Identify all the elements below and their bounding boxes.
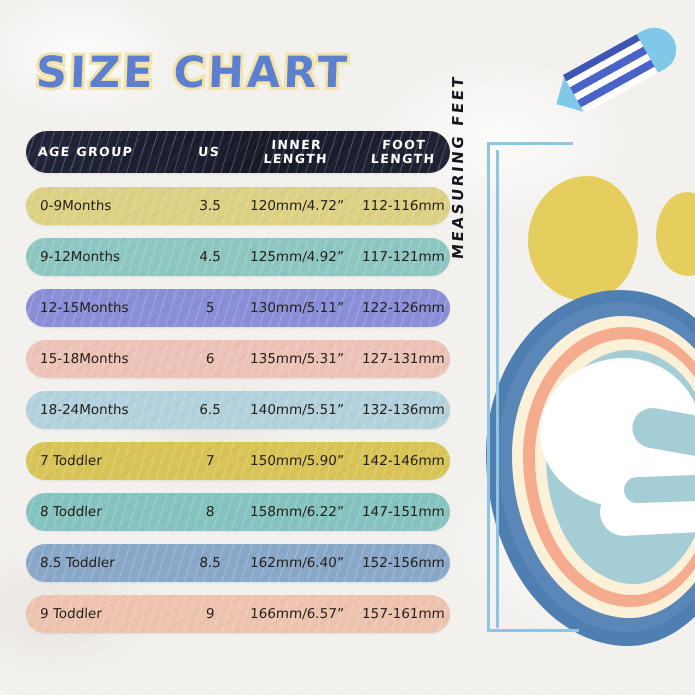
measure-bracket-top-cap — [487, 142, 573, 145]
row-foot-length: 152-156mm — [361, 554, 446, 571]
row-age-group: 9 Toddler — [39, 605, 103, 622]
table-header-row: AGE GROUP US INNER LENGTH FOOT LENGTH — [26, 131, 450, 173]
column-header-us: US — [197, 144, 221, 160]
row-us-size: 5 — [205, 299, 215, 316]
row-age-group: 0-9Months — [39, 197, 112, 214]
table-row: 15-18Months 6 135mm/5.31” 127-131mm — [26, 340, 450, 378]
size-chart-table: AGE GROUP US INNER LENGTH FOOT LENGTH 0-… — [26, 131, 450, 646]
row-us-size: 9 — [205, 605, 215, 622]
row-us-size: 8 — [205, 503, 215, 520]
table-row: 9-12Months 4.5 125mm/4.92” 117-121mm — [26, 238, 450, 276]
toe-blob-small — [683, 218, 695, 278]
row-inner-length: 140mm/5.51” — [249, 401, 345, 418]
row-foot-length: 122-126mm — [361, 299, 446, 316]
measure-bracket-bottom-cap — [487, 629, 579, 632]
row-foot-length: 117-121mm — [361, 248, 446, 265]
row-age-group: 8 Toddler — [39, 503, 103, 520]
row-inner-length: 162mm/6.40” — [249, 554, 345, 571]
column-header-inner-length-line1: INNER — [271, 136, 323, 152]
row-age-group: 18-24Months — [39, 401, 130, 418]
row-foot-length: 142-146mm — [361, 452, 446, 469]
measuring-feet-label: MEASURING FEET — [449, 73, 467, 260]
table-row: 8 Toddler 8 158mm/6.22” 147-151mm — [26, 493, 450, 531]
row-inner-length: 130mm/5.11” — [249, 299, 345, 316]
row-foot-length: 112-116mm — [361, 197, 446, 214]
table-row: 18-24Months 6.5 140mm/5.51” 132-136mm — [26, 391, 450, 429]
measure-bracket-line-outer — [487, 142, 490, 632]
table-row: 12-15Months 5 130mm/5.11” 122-126mm — [26, 289, 450, 327]
row-age-group: 7 Toddler — [39, 452, 103, 469]
row-us-size: 6 — [205, 350, 215, 367]
row-age-group: 15-18Months — [39, 350, 130, 367]
column-header-foot-length-line1: FOOT — [381, 136, 427, 152]
row-us-size: 6.5 — [199, 401, 222, 418]
table-row: 0-9Months 3.5 120mm/4.72” 112-116mm — [26, 187, 450, 225]
column-header-inner-length: INNER LENGTH — [235, 136, 357, 167]
page-title: SIZE CHART — [32, 45, 354, 101]
table-body: 0-9Months 3.5 120mm/4.72” 112-116mm 9-12Mont… — [26, 187, 450, 633]
table-row: 7 Toddler 7 150mm/5.90” 142-146mm — [26, 442, 450, 480]
foot-sole-shape — [540, 358, 695, 580]
table-row: 8.5 Toddler 8.5 162mm/6.40” 152-156mm — [26, 544, 450, 582]
row-us-size: 4.5 — [199, 248, 222, 265]
row-foot-length: 147-151mm — [361, 503, 446, 520]
row-inner-length: 150mm/5.90” — [249, 452, 345, 469]
measure-bracket-line-inner — [496, 150, 499, 628]
row-inner-length: 135mm/5.31” — [249, 350, 345, 367]
row-us-size: 3.5 — [199, 197, 222, 214]
row-age-group: 8.5 Toddler — [39, 554, 116, 571]
row-inner-length: 120mm/4.72” — [249, 197, 345, 214]
row-inner-length: 158mm/6.22” — [249, 503, 345, 520]
row-us-size: 8.5 — [199, 554, 222, 571]
column-header-inner-length-line2: LENGTH — [263, 151, 329, 166]
row-inner-length: 125mm/4.92” — [249, 248, 345, 265]
column-header-foot-length: FOOT LENGTH — [356, 136, 450, 167]
column-header-foot-length-line2: LENGTH — [370, 151, 436, 166]
table-row: 9 Toddler 9 166mm/6.57” 157-161mm — [26, 595, 450, 633]
column-header-age-group: AGE GROUP — [37, 144, 134, 160]
row-inner-length: 166mm/6.57” — [249, 605, 345, 622]
row-age-group: 9-12Months — [39, 248, 121, 265]
row-foot-length: 127-131mm — [361, 350, 446, 367]
foot-sole-notch-2 — [623, 474, 695, 504]
row-us-size: 7 — [205, 452, 215, 469]
toe-blob-large — [528, 176, 638, 301]
row-foot-length: 157-161mm — [361, 605, 446, 622]
row-foot-length: 132-136mm — [361, 401, 446, 418]
row-age-group: 12-15Months — [39, 299, 130, 316]
